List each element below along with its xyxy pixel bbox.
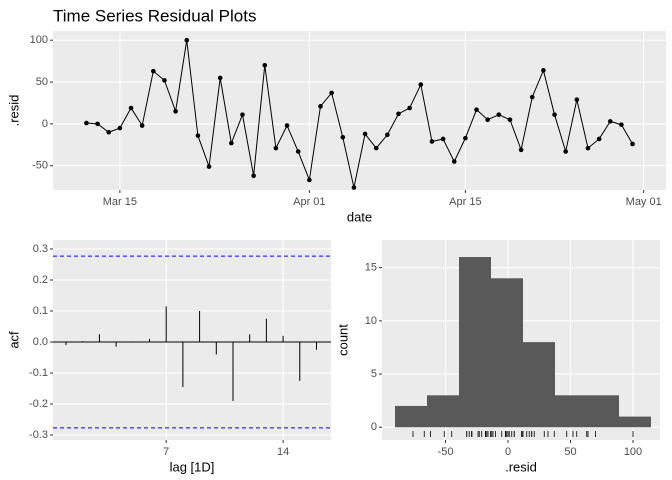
y-tick-label: 100 [30, 34, 48, 46]
point [385, 132, 390, 138]
point [552, 112, 557, 117]
bar [491, 278, 523, 428]
point [184, 37, 190, 43]
y-tick-label: 0 [371, 421, 377, 433]
point [541, 68, 546, 73]
bar [555, 395, 587, 428]
y-tick-label: 15 [365, 262, 377, 274]
y-tick-label: -0.1 [29, 367, 48, 379]
point [240, 112, 245, 117]
point [362, 131, 368, 137]
y-tick-label: 0.1 [33, 305, 48, 317]
x-tick-label: 7 [163, 446, 169, 458]
y-axis-title: acf [6, 331, 21, 349]
point [318, 104, 323, 109]
bar [459, 257, 491, 428]
point [518, 147, 524, 153]
x-tick-label: Mar 15 [103, 196, 137, 208]
bar [523, 342, 555, 428]
bar [427, 395, 459, 428]
x-axis-title: .resid [505, 459, 537, 474]
y-tick-label: 10 [365, 315, 377, 327]
point [195, 133, 201, 138]
point [485, 117, 490, 123]
point [117, 125, 123, 131]
point [596, 136, 602, 142]
panel [53, 240, 331, 440]
x-tick-label: 100 [624, 446, 642, 458]
residual-line [86, 40, 633, 188]
point [496, 112, 502, 117]
point [262, 63, 268, 68]
point [407, 105, 412, 111]
point [529, 94, 535, 100]
point [307, 177, 312, 183]
point [173, 109, 178, 114]
bar [587, 395, 619, 428]
x-tick-label: Apr 01 [293, 196, 325, 208]
point [95, 121, 100, 127]
point [273, 145, 279, 151]
point [418, 82, 424, 87]
point [619, 122, 624, 128]
x-tick-label: -50 [438, 446, 454, 458]
point [217, 75, 223, 81]
y-tick-label: 5 [371, 368, 377, 380]
y-tick-label: 0 [42, 118, 48, 130]
point [151, 68, 156, 74]
y-tick-label: 0.0 [33, 336, 48, 348]
point [329, 90, 334, 96]
point [206, 164, 212, 169]
y-axis-title: count [335, 324, 350, 356]
x-axis-title: date [347, 209, 372, 224]
point [585, 145, 591, 151]
point [574, 97, 580, 102]
point [284, 123, 290, 128]
point [351, 185, 357, 190]
point [295, 149, 301, 154]
point [474, 107, 479, 112]
x-tick-label: 50 [564, 446, 576, 458]
point [251, 173, 256, 179]
point [563, 149, 568, 154]
y-axis-title: .resid [6, 95, 21, 127]
bar [619, 416, 651, 428]
x-tick-label: 14 [277, 446, 289, 458]
bar [395, 405, 427, 428]
y-tick-label: 50 [36, 76, 48, 88]
point [507, 117, 513, 123]
x-axis-title: lag [1D] [170, 459, 215, 474]
point [451, 159, 457, 164]
x-tick-label: May 01 [626, 196, 662, 208]
point [429, 139, 435, 144]
point [128, 105, 134, 111]
point [84, 120, 89, 126]
point [139, 123, 145, 128]
y-tick-label: 0.2 [33, 274, 48, 286]
x-tick-label: Apr 15 [449, 196, 481, 208]
y-tick-label: -50 [32, 160, 48, 172]
panel [53, 31, 666, 190]
page-title: Time Series Residual Plots [53, 6, 256, 25]
x-tick-label: 0 [505, 446, 511, 458]
y-tick-label: 0.3 [33, 243, 48, 255]
point [373, 145, 379, 151]
point [106, 129, 112, 135]
y-tick-label: -0.2 [29, 398, 48, 410]
point [440, 136, 446, 142]
y-tick-label: -0.3 [29, 429, 48, 441]
point [630, 141, 635, 147]
point [340, 134, 346, 140]
point [607, 119, 613, 124]
point [162, 78, 167, 83]
point [463, 135, 468, 141]
point [229, 140, 234, 146]
point [396, 111, 401, 117]
